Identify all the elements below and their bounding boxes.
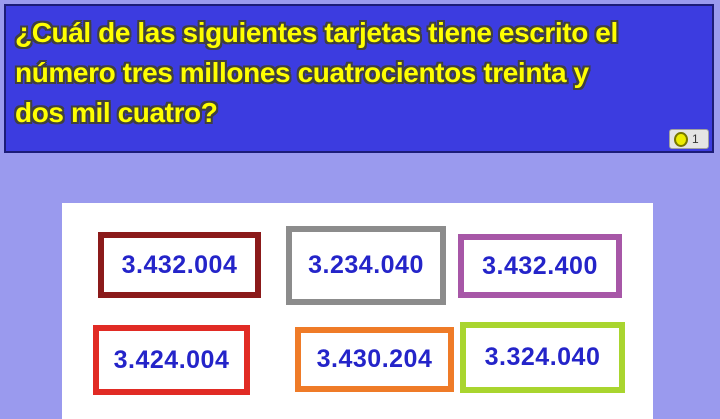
question-line: dos mil cuatro?: [15, 97, 218, 128]
question-line: número tres millones cuatrocientos trein…: [15, 57, 589, 88]
point-circle-icon: [674, 131, 688, 147]
card-number: 3.234.040: [308, 251, 424, 279]
card-number: 3.324.040: [484, 343, 601, 371]
card-number: 3.432.400: [482, 251, 598, 280]
answer-card[interactable]: 3.432.400: [458, 234, 622, 298]
answer-card[interactable]: 3.424.004: [93, 325, 250, 395]
answers-panel: 3.432.004 3.234.040 3.432.400 3.424.004 …: [62, 203, 653, 419]
question-line: ¿Cuál de las siguientes tarjetas tiene e…: [15, 17, 618, 48]
answer-card[interactable]: 3.430.204: [295, 327, 454, 392]
answer-card[interactable]: 3.234.040: [286, 226, 446, 305]
answer-card[interactable]: 3.432.004: [98, 232, 261, 298]
card-number: 3.432.004: [121, 250, 238, 279]
question-panel: ¿Cuál de las siguientes tarjetas tiene e…: [4, 4, 714, 153]
answer-card[interactable]: 3.324.040: [460, 322, 625, 393]
card-number: 3.424.004: [113, 345, 230, 374]
card-number: 3.430.204: [316, 345, 433, 373]
question-text: ¿Cuál de las siguientes tarjetas tiene e…: [6, 6, 712, 133]
score-badge: 1: [669, 129, 709, 149]
score-count: 1: [692, 132, 699, 146]
